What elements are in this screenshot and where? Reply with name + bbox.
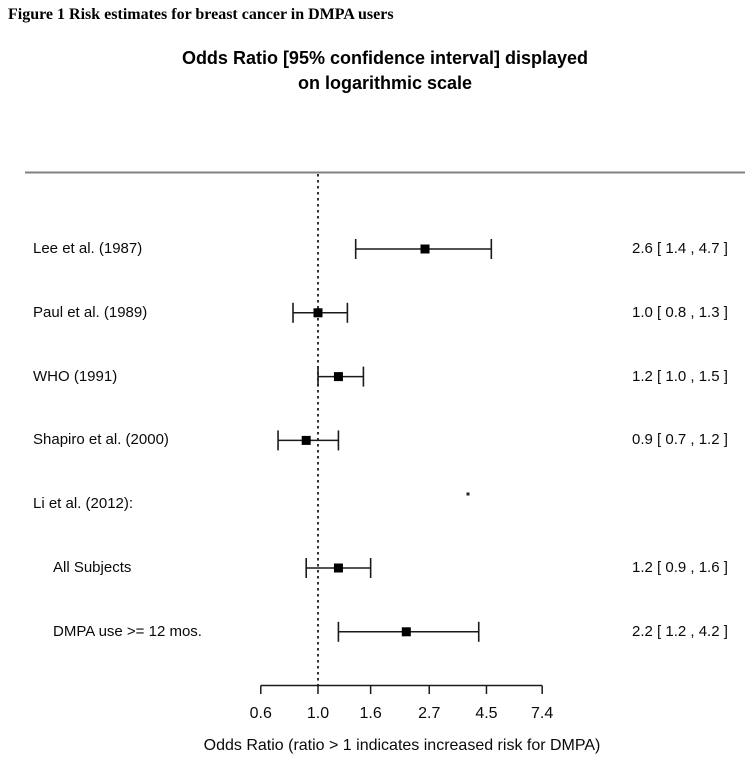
odds-ratio-value: 0.9 [ 0.7 , 1.2 ] — [632, 431, 728, 449]
chart-title-line2: on logarithmic scale — [297, 73, 473, 93]
stray-dot — [466, 492, 470, 496]
point-estimate-marker — [313, 308, 323, 318]
chart-title-line1: Odds Ratio [95% confidence interval] dis… — [181, 48, 589, 68]
study-label: Shapiro et al. (2000) — [33, 431, 169, 449]
study-label: Lee et al. (1987) — [33, 240, 143, 257]
x-tick-label: 1.6 — [359, 705, 382, 722]
x-tick-label: 2.7 — [418, 705, 441, 722]
study-label: WHO (1991) — [33, 367, 118, 385]
study-label: DMPA use >= 12 mos. — [53, 622, 202, 640]
odds-ratio-value: 2.6 [ 1.4 , 4.7 ] — [632, 240, 728, 257]
odds-ratio-value: 2.2 [ 1.2 , 4.2 ] — [632, 622, 728, 640]
chart-title: Odds Ratio [95% confidence interval] dis… — [0, 46, 748, 96]
point-estimate-marker — [333, 372, 343, 382]
point-estimate-marker — [301, 435, 311, 445]
x-tick-label: 1.0 — [306, 705, 330, 722]
odds-ratio-value: 1.0 [ 0.8 , 1.3 ] — [632, 303, 728, 321]
figure-caption: Figure 1 Risk estimates for breast cance… — [8, 6, 394, 23]
odds-ratio-value: 1.2 [ 0.9 , 1.6 ] — [632, 559, 728, 576]
point-estimate-marker — [401, 627, 411, 637]
point-estimate-marker — [420, 244, 430, 254]
x-tick-label: 0.6 — [249, 705, 272, 722]
x-tick-label: 4.5 — [475, 705, 498, 722]
study-label: All Subjects — [53, 559, 132, 576]
odds-ratio-value: 1.2 [ 1.0 , 1.5 ] — [632, 367, 728, 385]
study-label: Paul et al. (1989) — [33, 303, 148, 321]
point-estimate-marker — [333, 563, 343, 573]
x-axis-title: Odds Ratio (ratio > 1 indicates increase… — [203, 737, 601, 754]
study-group-label: Li et al. (2012): — [33, 495, 134, 513]
x-tick-label: 7.4 — [531, 705, 554, 722]
